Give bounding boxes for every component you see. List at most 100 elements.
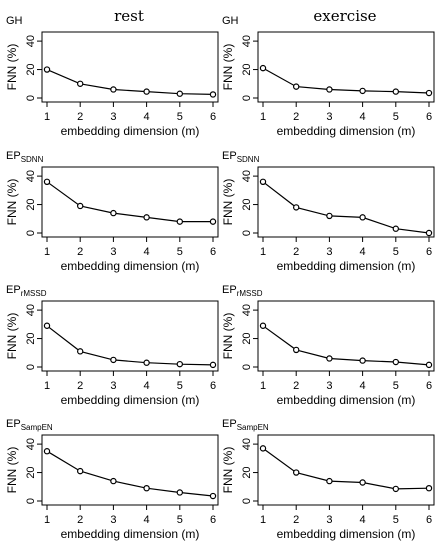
y-tick-label: 0 — [25, 95, 37, 101]
data-point — [293, 83, 300, 90]
data-point — [259, 64, 267, 72]
x-tick-label: 2 — [77, 246, 83, 258]
data-point — [392, 358, 399, 366]
x-tick-label: 1 — [44, 514, 50, 526]
x-tick-label: 2 — [77, 514, 83, 526]
y-tick-label: 0 — [25, 498, 37, 504]
panel-title: EPSDNN — [222, 150, 260, 164]
panel-title-main: EP — [6, 284, 21, 296]
panel-title-main: GH — [6, 15, 23, 27]
panel-4: EPSDNN 1 2 3 4 5 6 0 20 40 embedding dimension (m)… — [221, 150, 435, 273]
plot-frame — [41, 434, 219, 506]
data-point — [359, 214, 366, 221]
data-point — [76, 467, 84, 475]
x-tick-label: 5 — [393, 380, 399, 392]
data-point — [326, 212, 333, 220]
x-tick-label: 4 — [360, 514, 366, 526]
column-title-exercise: exercise — [313, 7, 376, 25]
data-point — [209, 361, 217, 369]
x-tick-label: 3 — [326, 380, 332, 392]
y-axis-label: FNN (%) — [221, 313, 235, 360]
x-axis-label: embedding dimension (m) — [61, 124, 200, 138]
data-point — [176, 360, 183, 368]
data-point — [259, 322, 267, 329]
data-point — [359, 479, 366, 486]
panel-title: EPSampEN — [222, 418, 269, 432]
panel-title: GH — [222, 15, 239, 27]
x-tick-label: 6 — [426, 380, 432, 392]
data-point — [76, 348, 84, 355]
data-point — [143, 88, 150, 95]
data-point — [110, 86, 117, 93]
y-tick-label: 0 — [25, 230, 37, 236]
y-tick-label: 40 — [241, 170, 253, 182]
panel-8: EPSampEN 1 2 3 4 5 6 0 20 40 embedding dimension (… — [221, 418, 435, 541]
data-point — [209, 91, 217, 98]
y-tick-label: 20 — [241, 198, 253, 210]
x-tick-label: 4 — [144, 514, 150, 526]
data-point — [76, 202, 84, 210]
x-axis-label: embedding dimension (m) — [277, 393, 416, 407]
x-tick-label: 6 — [210, 380, 216, 392]
x-tick-label: 1 — [260, 246, 266, 258]
x-tick-label: 4 — [360, 380, 366, 392]
y-tick-label: 0 — [25, 364, 37, 370]
panel-title-subscript: rMSSD — [21, 289, 47, 298]
y-tick-label: 0 — [241, 95, 253, 101]
y-axis-label: FNN (%) — [221, 44, 235, 91]
y-tick-label: 20 — [25, 63, 37, 75]
data-point — [359, 357, 366, 364]
x-tick-label: 3 — [110, 111, 116, 123]
data-point — [326, 477, 333, 485]
panel-title-main: EP — [222, 284, 237, 296]
x-tick-label: 1 — [44, 246, 50, 258]
panel-title: EPSampEN — [6, 418, 53, 432]
x-tick-label: 5 — [393, 246, 399, 258]
x-tick-label: 3 — [110, 246, 116, 258]
panel-title-subscript: SDNN — [237, 155, 260, 164]
x-tick-label: 5 — [393, 514, 399, 526]
x-tick-label: 2 — [293, 514, 299, 526]
data-point — [392, 485, 399, 493]
series-line — [46, 325, 214, 366]
data-point — [425, 485, 433, 492]
data-point — [259, 445, 267, 452]
panel-title-subscript: SDNN — [21, 155, 44, 164]
panel-title-main: EP — [222, 418, 237, 430]
y-tick-label: 0 — [241, 230, 253, 236]
x-tick-label: 5 — [393, 111, 399, 123]
x-tick-label: 3 — [110, 380, 116, 392]
plot-frame — [257, 300, 435, 372]
plot-frame — [257, 434, 435, 506]
data-point — [259, 178, 267, 185]
data-point — [209, 218, 217, 225]
y-tick-label: 40 — [25, 304, 37, 316]
x-axis-label: embedding dimension (m) — [61, 393, 200, 407]
panel-7: EPSampEN 1 2 3 4 5 6 0 20 40 embedding dimension (… — [5, 418, 219, 541]
series-line — [262, 181, 430, 234]
series-line — [262, 447, 430, 490]
data-point — [43, 322, 51, 329]
x-tick-label: 2 — [77, 111, 83, 123]
data-point — [293, 346, 300, 354]
plot-frame — [41, 300, 219, 372]
data-point — [326, 355, 333, 362]
x-tick-label: 6 — [426, 111, 432, 123]
panel-title-main: EP — [6, 150, 21, 162]
data-point — [392, 225, 399, 232]
data-point — [425, 361, 433, 369]
data-point — [143, 214, 150, 221]
x-tick-label: 5 — [177, 514, 183, 526]
y-tick-label: 0 — [241, 498, 253, 504]
data-point — [293, 204, 300, 211]
x-axis-label: embedding dimension (m) — [277, 527, 416, 541]
x-axis-label: embedding dimension (m) — [277, 259, 416, 273]
y-axis-label: FNN (%) — [221, 179, 235, 226]
data-point — [76, 80, 84, 87]
x-tick-label: 2 — [293, 111, 299, 123]
x-tick-label: 1 — [44, 111, 50, 123]
y-axis-label: FNN (%) — [221, 447, 235, 494]
x-tick-label: 6 — [210, 111, 216, 123]
y-tick-label: 20 — [25, 466, 37, 478]
y-tick-label: 0 — [241, 364, 253, 370]
